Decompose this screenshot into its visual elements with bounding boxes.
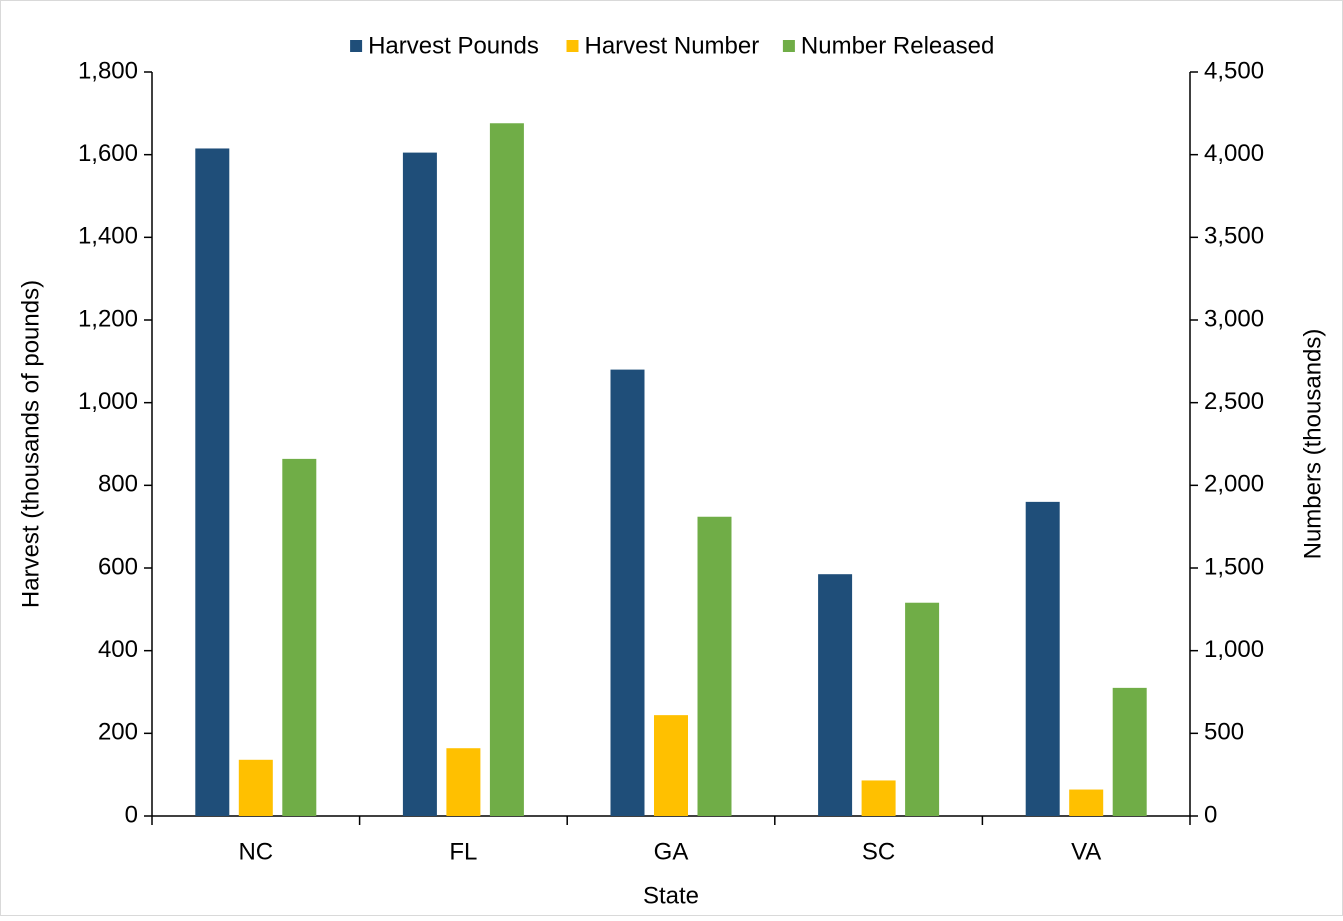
bar	[195, 148, 230, 816]
y2-tick-label: 1,500	[1204, 553, 1264, 580]
x-axis-label: State	[643, 882, 699, 909]
legend-swatch	[782, 40, 795, 52]
x-tick-label: FL	[449, 838, 477, 865]
x-tick-label: SC	[862, 838, 895, 865]
y2-tick-label: 4,000	[1204, 140, 1264, 167]
y2-tick-label: 500	[1204, 719, 1244, 746]
legend-label: Number Released	[801, 32, 994, 59]
y2-tick-label: 3,000	[1204, 305, 1264, 332]
x-tick-label: GA	[654, 838, 689, 865]
y2-tick-label: 0	[1204, 801, 1217, 828]
y-tick-label: 800	[98, 471, 138, 498]
y-tick-label: 1,400	[78, 223, 138, 250]
bar	[654, 715, 688, 816]
bar	[446, 748, 481, 816]
x-tick-label: VA	[1071, 838, 1101, 865]
y-tick-label: 1,200	[78, 305, 138, 332]
y-tick-label: 1,600	[78, 140, 138, 167]
y-tick-label: 200	[98, 719, 138, 746]
y-tick-label: 600	[98, 553, 138, 580]
bar	[1025, 501, 1060, 816]
y-tick-label: 0	[125, 801, 138, 828]
y2-tick-label: 2,500	[1204, 388, 1264, 415]
bar	[861, 780, 896, 816]
y2-tick-label: 4,500	[1204, 57, 1264, 84]
y-tick-label: 400	[98, 636, 138, 663]
bar	[905, 602, 940, 816]
bar	[402, 152, 437, 817]
legend-swatch	[566, 40, 579, 52]
y-tick-label: 1,000	[78, 388, 138, 415]
y2-tick-label: 2,000	[1204, 471, 1264, 498]
bar	[489, 123, 524, 816]
legend-swatch	[350, 40, 363, 52]
legend-label: Harvest Pounds	[368, 32, 539, 59]
bar	[610, 369, 645, 816]
x-tick-label: NC	[238, 838, 273, 865]
y2-tick-label: 1,000	[1204, 636, 1264, 663]
y2-axis-label: Numbers (thousands)	[1299, 329, 1326, 560]
y-axis-label: Harvest (thousands of pounds)	[17, 280, 44, 608]
bar	[282, 458, 317, 816]
bar	[1069, 789, 1104, 816]
legend-label: Harvest Number	[585, 32, 760, 59]
bar	[1112, 687, 1147, 816]
bar	[238, 759, 273, 816]
bar	[697, 516, 732, 816]
bar	[818, 574, 853, 816]
y2-tick-label: 3,500	[1204, 223, 1264, 250]
y-tick-label: 1,800	[78, 57, 138, 84]
